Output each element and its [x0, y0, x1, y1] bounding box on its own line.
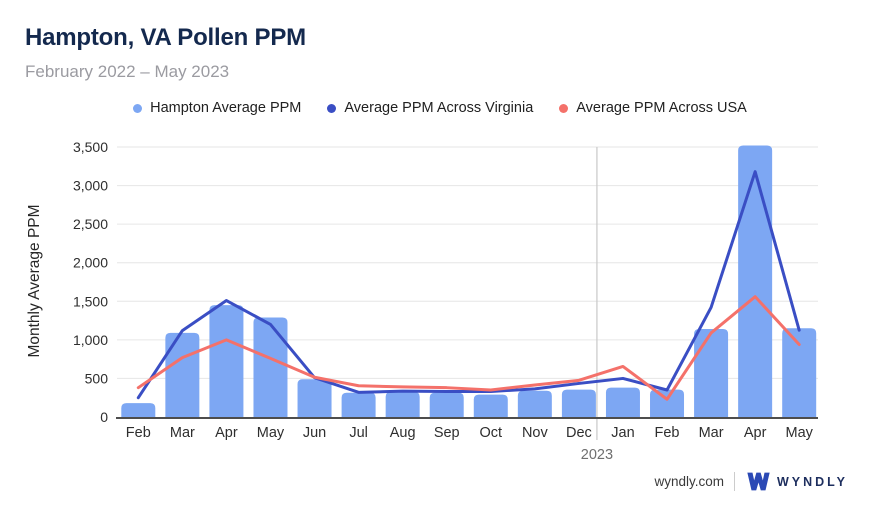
- bar-hampton-average-ppm-12[interactable]: [650, 389, 685, 417]
- y-tick-label: 1,000: [73, 332, 108, 348]
- x-tick-label: Feb: [655, 425, 680, 441]
- x-tick-label: Apr: [744, 425, 767, 441]
- legend-label: Hampton Average PPM: [150, 100, 302, 116]
- x-tick-label: Aug: [390, 425, 416, 441]
- bar-hampton-average-ppm-5[interactable]: [341, 392, 376, 417]
- x-tick-label: Mar: [699, 425, 724, 441]
- year-label: 2023: [581, 447, 613, 463]
- hampton-average-ppm-bars: [121, 145, 817, 417]
- brand-name: WYNDLY: [776, 474, 848, 489]
- bar-hampton-average-ppm-14[interactable]: [738, 145, 773, 417]
- y-tick-label: 2,500: [73, 216, 108, 232]
- wyndly-w-icon: [747, 472, 770, 491]
- average-ppm-across-virginia-line: [136, 170, 801, 400]
- bar-hampton-average-ppm-13[interactable]: [694, 329, 729, 417]
- wyndly-logo: WYNDLY: [747, 472, 845, 491]
- legend-label: Average PPM Across Virginia: [344, 100, 534, 116]
- bar-hampton-average-ppm-8[interactable]: [473, 394, 508, 417]
- bar-hampton-average-ppm-10[interactable]: [561, 389, 596, 417]
- chart-legend: Hampton Average PPM Average PPM Across Vi…: [0, 100, 880, 116]
- legend-item-average-ppm-across-usa[interactable]: Average PPM Across USA: [559, 100, 747, 116]
- footer-divider: [733, 472, 735, 491]
- y-tick-label: 500: [85, 370, 109, 386]
- legend-dot-hampton-average-ppm: [133, 103, 143, 113]
- footer-site-url: wyndly.com: [654, 474, 724, 489]
- legend-dot-average-ppm-across-usa: [559, 103, 569, 113]
- chart-header: Hampton, VA Pollen PPM February 2022 – M…: [25, 24, 306, 82]
- x-tick-label: Nov: [522, 425, 549, 441]
- y-tick-label: 2,000: [73, 255, 108, 271]
- x-axis-labels: Feb Mar Apr May Jun Jul Aug Sep Oct Nov Dec Jan Feb M…: [126, 425, 814, 441]
- x-tick-label: Mar: [170, 425, 195, 441]
- x-tick-label: Oct: [479, 425, 502, 441]
- footer: wyndly.com WYNDLY: [654, 472, 845, 491]
- average-ppm-across-usa-line: [136, 295, 801, 401]
- x-tick-label: May: [257, 425, 285, 441]
- x-tick-label: Apr: [215, 425, 238, 441]
- bar-hampton-average-ppm-11[interactable]: [605, 387, 640, 417]
- x-tick-label: Dec: [566, 425, 592, 441]
- y-tick-label: 3,000: [73, 178, 108, 194]
- bar-hampton-average-ppm-0[interactable]: [121, 403, 156, 417]
- y-axis-labels: 0 500 1,000 1,500 2,000 2,500 3,000 3,500: [73, 139, 108, 425]
- y-tick-label: 1,500: [73, 293, 108, 309]
- legend-dot-average-ppm-across-virginia: [327, 103, 337, 113]
- x-tick-label: Feb: [126, 425, 151, 441]
- x-tick-label: May: [785, 425, 813, 441]
- x-tick-label: Jul: [349, 425, 368, 441]
- page-title: Hampton, VA Pollen PPM: [25, 24, 306, 51]
- bar-hampton-average-ppm-3[interactable]: [253, 317, 288, 417]
- y-axis-title: Monthly Average PPM: [26, 204, 43, 358]
- legend-item-hampton-average-ppm[interactable]: Hampton Average PPM: [133, 100, 301, 116]
- x-tick-label: Jan: [611, 425, 634, 441]
- bar-hampton-average-ppm-1[interactable]: [165, 332, 200, 417]
- y-tick-label: 0: [100, 409, 108, 425]
- y-tick-label: 3,500: [73, 139, 108, 155]
- bar-hampton-average-ppm-7[interactable]: [429, 392, 464, 417]
- legend-label: Average PPM Across USA: [576, 100, 747, 116]
- bar-hampton-average-ppm-9[interactable]: [517, 390, 552, 417]
- x-tick-label: Jun: [303, 425, 326, 441]
- legend-item-average-ppm-across-virginia[interactable]: Average PPM Across Virginia: [327, 100, 533, 116]
- bar-hampton-average-ppm-2[interactable]: [209, 305, 244, 417]
- date-range-subtitle: February 2022 – May 2023: [25, 62, 230, 81]
- x-tick-label: Sep: [434, 425, 460, 441]
- bar-hampton-average-ppm-15[interactable]: [782, 328, 817, 417]
- bar-hampton-average-ppm-4[interactable]: [297, 379, 332, 417]
- bar-hampton-average-ppm-6[interactable]: [385, 391, 420, 417]
